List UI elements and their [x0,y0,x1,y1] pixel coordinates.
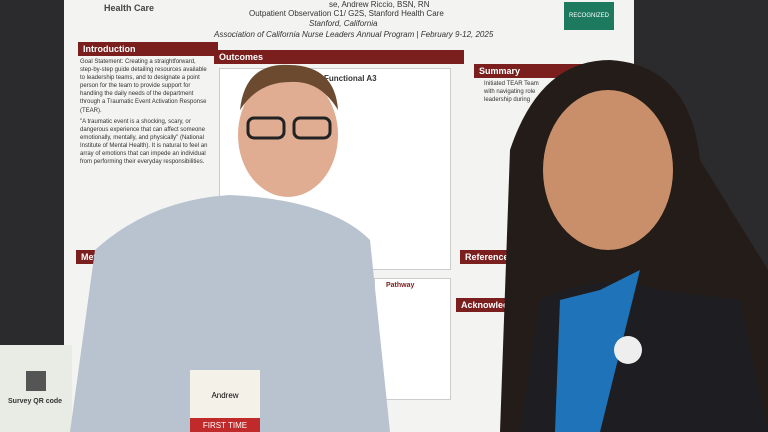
badge: RECOGNIZED [564,2,614,30]
pathway-chart [374,278,451,400]
woman-pin [614,336,642,364]
man-face [238,73,338,197]
section-header: Outcomes [214,50,464,64]
summary-text: Initiated TEAR Team with navigating role… [484,81,539,104]
badge-ribbon [190,418,260,432]
glasses [292,116,332,140]
glasses [246,116,286,140]
man-hair [240,64,338,110]
pathway-label: Pathway [386,282,415,289]
badge-tag: FIRST TIME [203,421,247,430]
qr-card: Survey QR code [0,345,72,432]
man-shirt [70,195,390,432]
qr-label: Survey QR code [8,398,63,405]
intro-text: "A traumatic event is a shocking, scary,… [80,119,208,166]
qr-code [26,371,46,391]
header-unit: Outpatient Observation C1/ G2S, Stanford… [249,9,444,18]
outcomes-box: Functional A3 [324,74,377,83]
woman-blouse [555,270,640,432]
woman-face [543,90,673,250]
header-program: Association of California Nurse Leaders … [214,30,494,39]
intro-text: Goal Statement: Creating a straightforwa… [80,59,207,114]
badge-name: Andrew [211,391,238,400]
header-location: Stanford, California [309,19,378,28]
section-header: Introduction [78,42,218,56]
header-authors: se, Andrew Riccio, BSN, RN [329,0,430,9]
header-left: Health Care [104,3,155,13]
